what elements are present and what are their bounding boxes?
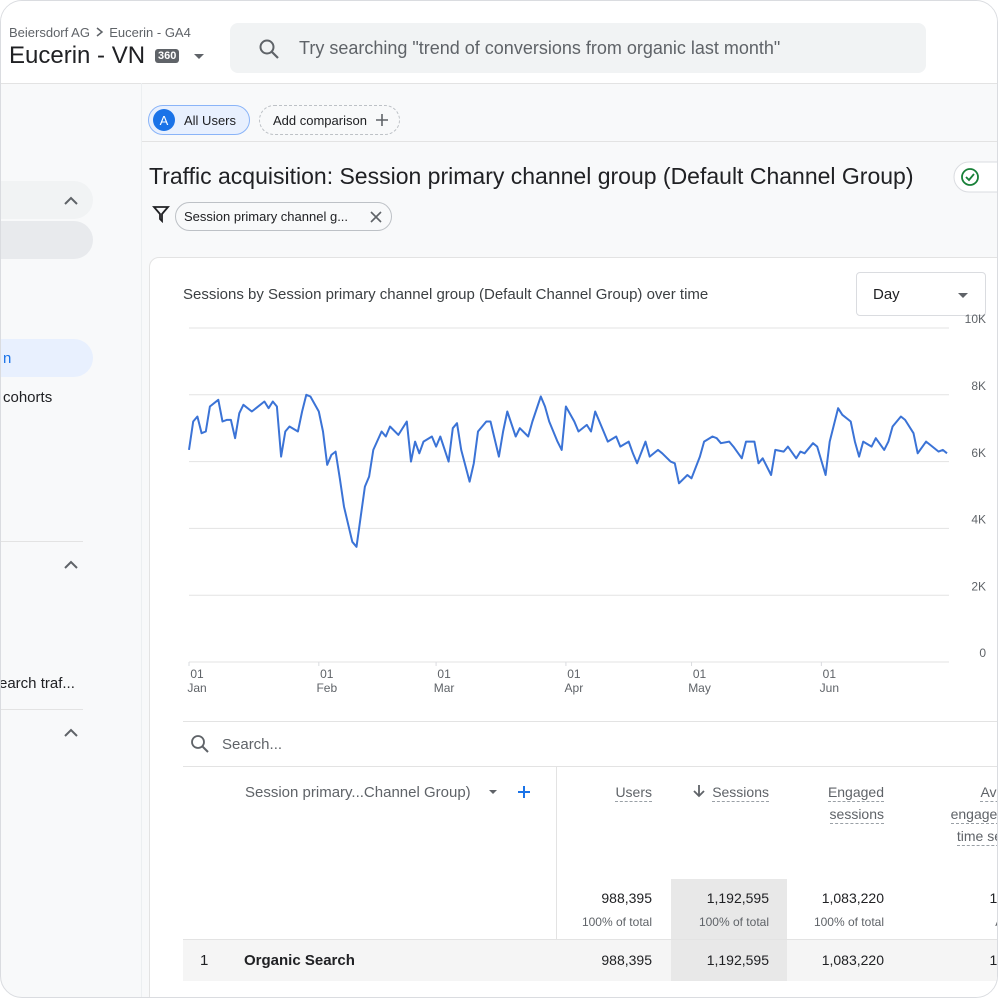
y-tick-label: 0 xyxy=(979,646,986,660)
column-total: 988,395 xyxy=(601,890,652,906)
column-header-label[interactable]: Engaged sessions xyxy=(828,784,884,824)
column-header[interactable]: Users xyxy=(562,781,652,803)
search-icon xyxy=(189,733,211,755)
table-search[interactable]: Search... xyxy=(222,736,282,753)
x-tick-label: 01 Jan xyxy=(177,667,217,695)
row-name[interactable]: Organic Search xyxy=(244,952,355,969)
add-dimension[interactable] xyxy=(516,784,532,800)
row-index: 1 xyxy=(200,952,208,969)
x-tick-label: 01 Mar xyxy=(424,667,464,695)
column-header[interactable]: Engaged sessions xyxy=(794,781,884,825)
divider xyxy=(183,766,998,767)
y-tick-label: 2K xyxy=(971,579,986,593)
column-header[interactable]: Sessions xyxy=(679,781,769,803)
sort-arrow xyxy=(692,784,706,798)
column-total: 1,083,220 xyxy=(822,890,884,906)
series-line xyxy=(189,395,947,547)
dimension-header[interactable]: Session primary...Channel Group) xyxy=(245,784,471,801)
x-tick-label: 01 Feb xyxy=(307,667,347,695)
row-background xyxy=(787,940,998,981)
row-cell: 1,083,220 xyxy=(822,952,884,968)
x-tick-label: 01 May xyxy=(680,667,720,695)
x-tick-label: 01 Jun xyxy=(809,667,849,695)
column-share: 100% of total xyxy=(814,915,884,929)
dropdown-caret[interactable] xyxy=(486,785,500,799)
column-share: 100% of total xyxy=(582,915,652,929)
x-tick-label: 01 Apr xyxy=(554,667,594,695)
column-header-label[interactable]: Aver engagem time ses xyxy=(951,784,998,846)
divider xyxy=(183,721,998,722)
row-cell: 988,395 xyxy=(601,952,652,968)
divider xyxy=(556,766,557,940)
column-header[interactable]: Aver engagem time ses xyxy=(949,781,998,847)
y-tick-label: 4K xyxy=(971,513,986,527)
column-total: 1m xyxy=(990,890,998,906)
column-header-label[interactable]: Sessions xyxy=(712,784,769,802)
y-tick-label: 8K xyxy=(971,379,986,393)
row-cell: 1,192,595 xyxy=(707,952,769,968)
row-cell: 1m xyxy=(990,952,998,968)
column-header-label[interactable]: Users xyxy=(615,784,652,802)
column-total: 1,192,595 xyxy=(707,890,769,906)
y-tick-label: 10K xyxy=(965,312,986,326)
column-share: 100% of total xyxy=(699,915,769,929)
y-tick-label: 6K xyxy=(971,446,986,460)
